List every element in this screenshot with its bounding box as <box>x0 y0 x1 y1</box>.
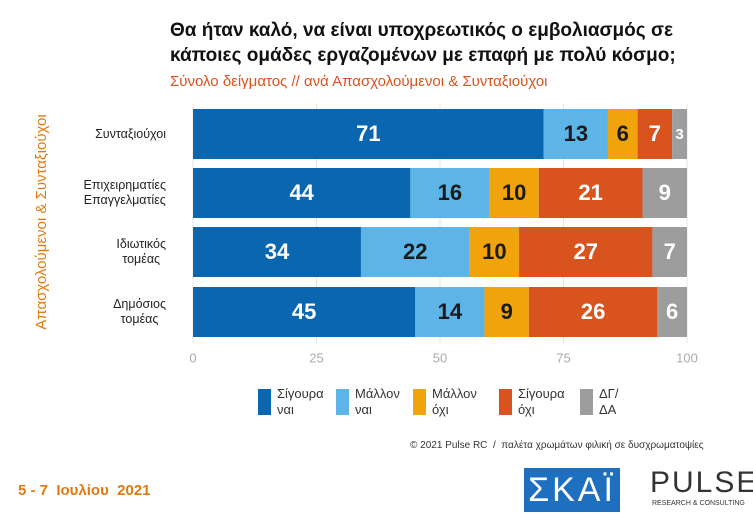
legend-label: Σίγουρα ναι <box>277 386 324 417</box>
x-tick-label: 50 <box>433 350 447 365</box>
legend-swatch <box>336 389 349 415</box>
x-tick-label: 25 <box>309 350 323 365</box>
value-label: 26 <box>581 299 605 324</box>
x-tick-label: 0 <box>189 350 196 365</box>
legend-label: Μάλλον όχι <box>432 386 477 417</box>
x-tick-label: 75 <box>556 350 570 365</box>
y-tick-label: Συνταξιούχοι <box>95 126 166 141</box>
value-label: 27 <box>573 239 597 264</box>
bar-segment <box>360 227 470 277</box>
bar-segment <box>543 109 608 159</box>
logo-pulse: PULSE <box>650 466 753 499</box>
chart-subtitle: Σύνολο δείγματος // ανά Απασχολούμενοι &… <box>170 73 548 90</box>
value-label: 6 <box>617 121 629 146</box>
bar-segment <box>415 287 485 337</box>
value-label: 9 <box>501 299 513 324</box>
legend-label: Σίγουρα όχι <box>518 386 565 417</box>
x-tick-label: 100 <box>676 350 698 365</box>
legend-label: ΔΓ/ ΔΑ <box>599 386 619 417</box>
value-label: 10 <box>482 239 506 264</box>
value-label: 14 <box>438 299 463 324</box>
legend-swatch <box>258 389 271 415</box>
bar-segment <box>538 168 643 218</box>
bar-segment <box>484 287 529 337</box>
value-label: 45 <box>292 299 316 324</box>
bar-segment <box>672 109 687 159</box>
bar-segment <box>489 168 539 218</box>
legend-label: Μάλλον ναι <box>355 386 400 417</box>
value-label: 71 <box>356 121 380 146</box>
bar-segment <box>642 168 687 218</box>
bar-segment <box>652 227 687 277</box>
value-label: 16 <box>438 180 462 205</box>
value-label: 7 <box>649 121 661 146</box>
legend-swatch <box>580 389 593 415</box>
value-label: 22 <box>403 239 427 264</box>
bar-segment <box>637 109 673 159</box>
bar-segment <box>193 227 361 277</box>
logo-skai: ΣΚΑΪ <box>524 468 620 512</box>
value-label: 21 <box>578 180 602 205</box>
logo-pulse-sub: RESEARCH & CONSULTING <box>652 500 745 507</box>
y-tick-label: Δημόσιος τομέας <box>113 297 166 326</box>
value-label: 6 <box>666 299 678 324</box>
bar-segment <box>469 227 520 277</box>
bar-segment <box>519 227 653 277</box>
legend-swatch <box>499 389 512 415</box>
legend-swatch <box>413 389 426 415</box>
y-tick-label: Επιχειρηματίες Επαγγελματίες <box>83 178 166 207</box>
bar-segment <box>410 168 490 218</box>
footnote: © 2021 Pulse RC / παλέτα χρωμάτων φιλική… <box>410 440 704 451</box>
value-label: 9 <box>659 180 671 205</box>
bar-segment <box>607 109 638 159</box>
value-label: 7 <box>664 239 676 264</box>
value-label: 13 <box>564 121 588 146</box>
chart-title: Θα ήταν καλό, να είναι υποχρεωτικός ο εμ… <box>170 20 676 66</box>
bar-segment <box>528 287 658 337</box>
date: 5 - 7 Ιουλίου 2021 <box>18 482 151 499</box>
bar-segment <box>193 168 411 218</box>
value-label: 44 <box>289 180 314 205</box>
y-axis-label: Απασχολούμενοι & Συνταξιούχοι <box>33 114 50 329</box>
value-label: 3 <box>675 126 683 143</box>
y-tick-label: Ιδιωτικός τομέας <box>116 237 166 266</box>
value-label: 34 <box>265 239 290 264</box>
bar-segment <box>193 109 544 159</box>
value-label: 10 <box>502 180 526 205</box>
bar-segment <box>193 287 416 337</box>
bar-segment <box>657 287 687 337</box>
